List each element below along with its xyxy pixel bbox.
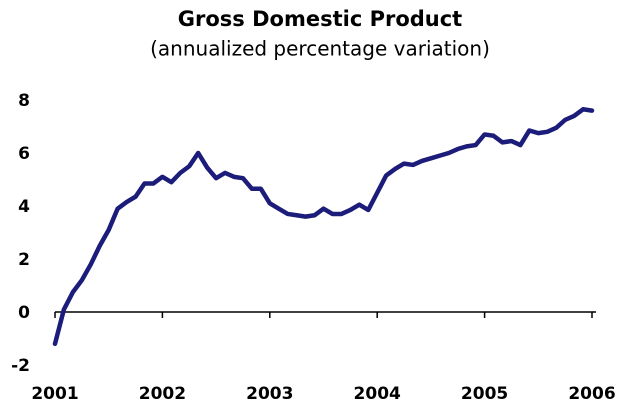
y-tick-label: 8 xyxy=(18,91,30,111)
chart-title: Gross Domestic Product xyxy=(178,7,462,31)
x-tick-label: 2004 xyxy=(354,384,401,404)
x-tick-label: 2002 xyxy=(139,384,186,404)
x-tick-label: 2005 xyxy=(461,384,508,404)
x-tick-label: 2003 xyxy=(246,384,293,404)
y-tick-label: 2 xyxy=(18,250,30,270)
x-tick-label: 2001 xyxy=(31,384,78,404)
y-tick-label: 4 xyxy=(18,197,30,217)
y-tick-label: -2 xyxy=(11,356,30,376)
data-line xyxy=(52,107,595,347)
y-tick-label: 0 xyxy=(18,303,30,323)
chart-subtitle: (annualized percentage variation) xyxy=(150,37,490,61)
y-tick-label: 6 xyxy=(18,144,30,164)
x-tick-label: 2006 xyxy=(568,384,615,404)
